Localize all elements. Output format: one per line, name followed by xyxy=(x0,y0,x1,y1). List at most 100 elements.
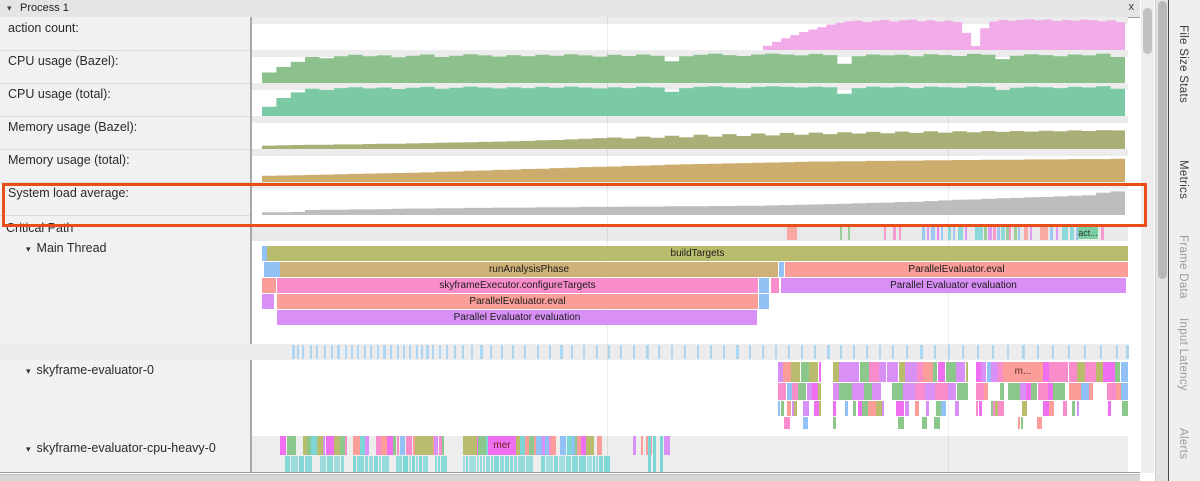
gc-tick[interactable] xyxy=(501,345,503,359)
trace-slice[interactable] xyxy=(376,436,381,455)
critical-path-tick[interactable] xyxy=(840,226,842,240)
trace-slice[interactable] xyxy=(515,436,520,455)
trace-slice[interactable]: buildTargets xyxy=(267,246,1128,261)
trace-slice[interactable] xyxy=(899,362,905,382)
trace-slice[interactable] xyxy=(781,401,784,416)
trace-slice[interactable] xyxy=(962,383,968,400)
gc-tick[interactable] xyxy=(866,345,868,359)
gc-tick[interactable] xyxy=(446,345,448,359)
critical-path-tick[interactable] xyxy=(1076,226,1078,240)
trace-slice[interactable] xyxy=(1077,362,1085,382)
trace-slice[interactable] xyxy=(262,278,276,293)
trace-slice[interactable] xyxy=(510,456,513,472)
trace-slice[interactable] xyxy=(317,436,323,455)
trace-slice[interactable] xyxy=(915,401,919,416)
trace-slice[interactable] xyxy=(365,436,369,455)
trace-slice[interactable] xyxy=(587,456,592,472)
trace-slice[interactable] xyxy=(262,246,267,261)
trace-slice[interactable] xyxy=(1072,401,1075,416)
trace-slice[interactable] xyxy=(976,401,978,416)
critical-path-tick[interactable] xyxy=(1018,226,1020,240)
trace-slice[interactable] xyxy=(955,401,959,416)
gc-tick[interactable] xyxy=(788,345,790,359)
critical-path-tick[interactable] xyxy=(965,226,967,240)
counter-chart-cpu-bazel[interactable] xyxy=(252,50,1140,83)
trace-slice[interactable] xyxy=(792,383,798,400)
trace-slice[interactable] xyxy=(303,436,307,455)
trace-slice[interactable] xyxy=(957,383,962,400)
trace-slice[interactable] xyxy=(1108,401,1111,416)
gc-tick[interactable] xyxy=(324,345,326,359)
trace-slice[interactable] xyxy=(981,362,986,382)
gc-tick[interactable] xyxy=(736,345,739,359)
gc-tick[interactable] xyxy=(426,345,429,359)
trace-slice[interactable] xyxy=(833,362,839,382)
trace-slice[interactable] xyxy=(1000,383,1004,400)
trace-slice[interactable] xyxy=(1022,401,1027,416)
trace-slice[interactable] xyxy=(1037,417,1042,429)
trace-slice[interactable] xyxy=(357,456,364,472)
trace-slice[interactable] xyxy=(1031,383,1037,400)
trace-slice[interactable] xyxy=(554,456,558,472)
critical-path-tick[interactable] xyxy=(1101,226,1104,240)
trace-slice[interactable] xyxy=(328,436,332,455)
trace-slice[interactable] xyxy=(546,456,553,472)
trace-slice[interactable] xyxy=(868,401,872,416)
trace-slice[interactable] xyxy=(355,436,360,455)
trace-slice[interactable]: ParallelEvaluator.eval xyxy=(785,262,1128,277)
pane-scrollbar[interactable] xyxy=(1141,0,1154,473)
trace-slice[interactable] xyxy=(862,401,868,416)
critical-path-tick[interactable] xyxy=(1001,226,1005,240)
gc-tick[interactable] xyxy=(775,345,777,359)
trace-slice[interactable] xyxy=(1121,383,1128,400)
gc-tick[interactable] xyxy=(1037,345,1039,359)
trace-slice[interactable] xyxy=(469,456,476,472)
trace-slice[interactable] xyxy=(572,456,578,472)
gc-tick[interactable] xyxy=(549,345,551,359)
gc-tick[interactable] xyxy=(608,345,610,359)
trace-slice[interactable] xyxy=(334,456,340,472)
trace-slice[interactable] xyxy=(478,436,486,455)
trace-slice[interactable] xyxy=(500,456,504,472)
gc-tick[interactable] xyxy=(962,345,964,359)
trace-slice[interactable] xyxy=(641,436,643,455)
trace-slice[interactable] xyxy=(991,362,998,382)
trace-slice[interactable] xyxy=(778,401,780,416)
trace-slice[interactable] xyxy=(759,278,769,293)
critical-path-tick[interactable] xyxy=(1024,226,1028,240)
trace-slice[interactable] xyxy=(923,362,933,382)
critical-path-tick[interactable] xyxy=(1050,226,1053,240)
counter-chart-action-count[interactable] xyxy=(252,17,1140,50)
tab-file-size-stats[interactable]: File Size Stats xyxy=(1177,25,1189,103)
trace-slice[interactable] xyxy=(784,417,790,429)
close-icon[interactable]: x xyxy=(1128,1,1135,13)
critical-path-tick[interactable] xyxy=(1062,226,1068,240)
trace-slice[interactable] xyxy=(382,456,389,472)
trace-slice[interactable] xyxy=(956,362,965,382)
track-label-action-count[interactable]: action count: xyxy=(8,21,79,35)
trace-slice[interactable] xyxy=(412,456,415,472)
critical-path-slice-chip[interactable]: act... xyxy=(1078,227,1098,239)
critical-path-tick[interactable] xyxy=(1014,226,1017,240)
critical-path-tick[interactable] xyxy=(953,226,955,240)
trace-slice[interactable] xyxy=(423,456,428,472)
counter-chart-cpu-total[interactable] xyxy=(252,83,1140,116)
trace-slice[interactable] xyxy=(596,456,598,472)
trace-slice[interactable] xyxy=(926,401,929,416)
trace-slice[interactable] xyxy=(311,436,317,455)
gc-tick[interactable] xyxy=(310,345,312,359)
trace-slice[interactable] xyxy=(529,436,534,455)
trace-slice[interactable] xyxy=(887,362,898,382)
trace-slice[interactable] xyxy=(340,436,345,455)
trace-slice[interactable] xyxy=(353,436,355,455)
trace-slice[interactable] xyxy=(995,401,998,416)
trace-slice[interactable] xyxy=(803,401,809,416)
trace-slice[interactable] xyxy=(664,436,670,455)
trace-slice[interactable] xyxy=(934,417,940,429)
trace-slice[interactable] xyxy=(915,383,925,400)
expand-arrow-icon[interactable]: ▾ xyxy=(26,444,31,454)
trace-slice[interactable] xyxy=(463,436,477,455)
trace-slice[interactable] xyxy=(759,294,769,309)
trace-slice[interactable] xyxy=(987,362,991,382)
gc-tick[interactable] xyxy=(1007,345,1009,359)
